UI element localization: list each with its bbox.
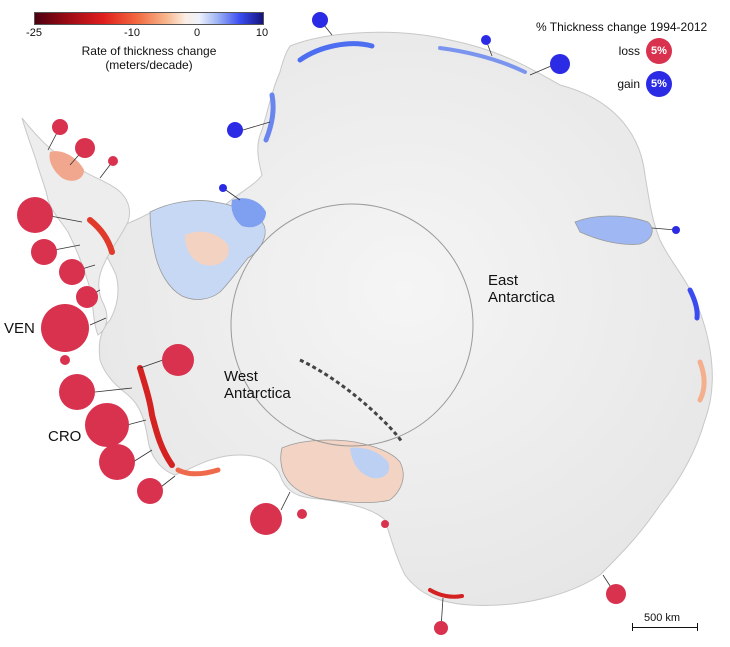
- scalebar: [632, 623, 698, 631]
- west-qml-gain: [263, 92, 276, 143]
- loss-bubble: [99, 444, 135, 480]
- mountains-streak: [299, 358, 404, 443]
- peninsula-north-loss: [49, 151, 84, 181]
- pole-circle: [230, 203, 474, 447]
- ronne-loss-patch: [185, 231, 229, 266]
- legend-loss-label: loss: [618, 44, 640, 58]
- gain-bubble: [550, 54, 570, 74]
- scalebar-label: 500 km: [644, 612, 681, 624]
- shelf-label-ven: VEN: [4, 320, 35, 337]
- east-coast-gain: [687, 287, 700, 321]
- colorbar-gradient: [34, 12, 264, 25]
- loss-bubble: [31, 239, 57, 265]
- gain-bubble: [312, 12, 328, 28]
- region-label-east-line2: Antarctica: [488, 289, 555, 306]
- peninsula-outline: [21, 117, 131, 336]
- qml-coast-gain: [297, 41, 375, 63]
- loss-bubble: [52, 119, 68, 135]
- colorbar-title-line1: Rate of thickness change: [81, 44, 217, 58]
- region-label-west-line2: Antarctica: [224, 385, 291, 402]
- legend-loss: loss 5%: [600, 38, 672, 64]
- colorbar-title: Rate of thickness change (meters/decade): [34, 44, 264, 72]
- loss-bubble: [17, 197, 53, 233]
- legend-gain: gain 5%: [600, 71, 672, 97]
- amundsen-coast-loss: [137, 365, 175, 468]
- loss-bubbles: [17, 119, 626, 635]
- legend-title: % Thickness change 1994-2012: [536, 20, 708, 34]
- loss-bubble-cro: [85, 403, 129, 447]
- loss-bubble: [137, 478, 163, 504]
- colorbar-tick: 10: [255, 27, 269, 39]
- east-coast-mixed: [697, 359, 707, 403]
- loss-bubble: [381, 520, 389, 528]
- shelf-label-cro: CRO: [48, 428, 82, 445]
- gain-bubble: [672, 226, 680, 234]
- loss-bubble: [59, 374, 95, 410]
- loss-bubble-ven: [41, 304, 89, 352]
- loss-bubble: [162, 344, 194, 376]
- gain-bubble: [481, 35, 491, 45]
- region-label-east-line1: East: [488, 272, 519, 289]
- colorbar-title-line2: (meters/decade): [105, 58, 193, 72]
- colorbar-tick: -10: [124, 27, 140, 39]
- ross-gain-patch: [350, 447, 390, 479]
- region-label-east: East Antarctica: [488, 272, 555, 306]
- loss-bubble: [60, 355, 70, 365]
- amery-ice-shelf: [574, 215, 653, 245]
- gain-bubble: [227, 122, 243, 138]
- colorbar: -25 -10 0 10 Rate of thickness change (m…: [26, 12, 268, 72]
- loss-bubble: [108, 156, 118, 166]
- loss-bubble: [76, 286, 98, 308]
- region-label-west: West Antarctica: [224, 368, 291, 402]
- amundsen-coast-loss-2: [175, 467, 221, 477]
- region-label-west-line1: West: [224, 368, 258, 385]
- legend-gain-label: gain: [617, 77, 640, 91]
- filchner-gain-patch: [231, 198, 266, 228]
- gain-bubbles: [219, 12, 680, 234]
- qml-coast-gain-2: [438, 46, 527, 74]
- loss-bubble: [250, 503, 282, 535]
- colorbar-ticks: -25 -10 0 10: [26, 27, 268, 41]
- colorbar-tick: 0: [193, 27, 201, 39]
- peninsula-coast-loss: [87, 217, 115, 255]
- loss-bubble: [297, 509, 307, 519]
- colorbar-tick: -25: [26, 27, 42, 39]
- gain-bubble: [219, 184, 227, 192]
- continent-outline: [97, 31, 713, 606]
- loss-bubble: [606, 584, 626, 604]
- south-coast-loss: [428, 588, 464, 599]
- loss-bubble: [59, 259, 85, 285]
- loss-bubble-icon: 5%: [646, 38, 672, 64]
- loss-bubble: [75, 138, 95, 158]
- loss-bubble: [434, 621, 448, 635]
- gain-bubble-icon: 5%: [646, 71, 672, 97]
